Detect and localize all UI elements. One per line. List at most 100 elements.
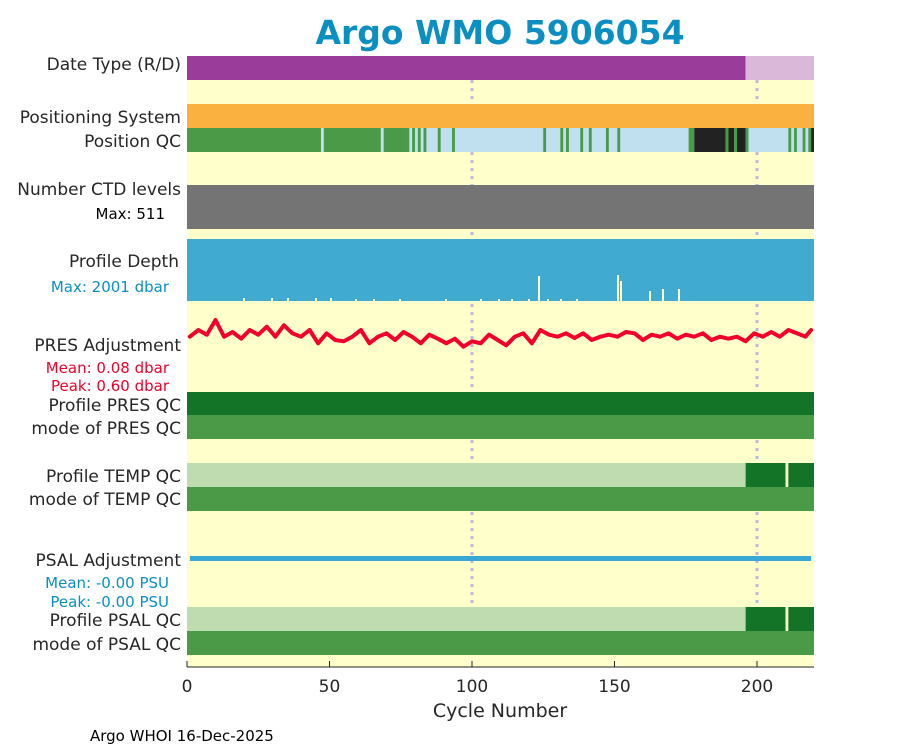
position-qc-segment-9 <box>543 128 547 152</box>
psal-adjustment-line <box>189 556 812 561</box>
depth-notch-0 <box>243 298 245 301</box>
x-tick-label-150: 150 <box>598 677 630 697</box>
x-axis-label: Cycle Number <box>433 700 567 722</box>
label-pres-mean: Mean: 0.08 dbar <box>46 359 170 377</box>
depth-notch-4 <box>330 298 332 301</box>
profile-pres-qc-band <box>187 392 814 415</box>
depth-notch-11 <box>511 299 513 301</box>
position-qc-segment-6 <box>423 128 427 152</box>
label-psal-mean: Mean: -0.00 PSU <box>45 574 169 592</box>
temp-qc-segment-2 <box>788 463 814 487</box>
profile-temp-qc-band <box>187 463 814 487</box>
depth-notch-deep-c <box>620 281 622 301</box>
label-profile-pres-qc: Profile PRES QC <box>48 396 181 416</box>
label-mode-pres-qc: mode of PRES QC <box>31 419 181 439</box>
temp-qc-segment-1 <box>745 463 786 487</box>
position-qc-segment-16 <box>688 128 695 152</box>
depth-notch-18 <box>678 289 680 301</box>
date-type-segment-0 <box>187 56 746 80</box>
ctd-levels-band <box>187 185 814 229</box>
label-ctd-levels: Number CTD levels <box>17 180 181 200</box>
label-positioning-system: Positioning System <box>20 108 181 128</box>
mode-pres-qc-band <box>187 415 814 439</box>
label-psal-adjustment: PSAL Adjustment <box>36 551 182 571</box>
label-mode-psal-qc: mode of PSAL QC <box>32 635 181 655</box>
x-tick-label-100: 100 <box>456 677 488 697</box>
date-type-segment-1 <box>745 56 814 80</box>
label-pres-peak: Peak: 0.60 dbar <box>51 377 170 395</box>
depth-notch-6 <box>373 299 375 301</box>
label-pres-adjustment: PRES Adjustment <box>34 336 181 356</box>
depth-notch-12 <box>528 299 530 301</box>
label-profile-temp-qc: Profile TEMP QC <box>46 467 181 487</box>
x-tick-label-200: 200 <box>741 677 773 697</box>
position-qc-segment-3 <box>406 128 410 152</box>
position-qc-segment-23 <box>788 128 792 152</box>
label-ctd-max: Max: 511 <box>96 205 165 223</box>
x-axis-ticks: 0 50 100 150 200 <box>182 661 773 697</box>
chart-title: Argo WMO 5906054 <box>315 13 684 52</box>
label-mode-temp-qc: mode of TEMP QC <box>29 490 181 510</box>
profile-depth-band <box>187 239 814 301</box>
date-type-band <box>187 56 814 80</box>
depth-notch-deep-a <box>538 276 540 301</box>
position-qc-segment-25 <box>802 128 806 152</box>
profile-psal-qc-band <box>187 607 814 631</box>
depth-notch-7 <box>399 299 401 301</box>
depth-notch-9 <box>480 299 482 301</box>
position-qc-segment-27 <box>811 128 814 152</box>
position-qc-segment-10 <box>560 128 564 152</box>
position-qc-segment-2 <box>383 128 407 152</box>
depth-notch-17 <box>662 289 664 301</box>
label-profile-depth: Profile Depth <box>69 252 179 272</box>
position-qc-segment-7 <box>437 128 441 152</box>
depth-notch-1 <box>271 298 273 301</box>
position-qc-band <box>187 128 814 152</box>
plot-background <box>187 56 814 667</box>
label-date-type: Date Type (R/D) <box>47 55 181 75</box>
position-qc-segment-4 <box>412 128 415 152</box>
label-position-qc: Position QC <box>84 132 181 152</box>
label-psal-peak: Peak: -0.00 PSU <box>50 593 169 611</box>
position-qc-segment-14 <box>605 128 609 152</box>
position-qc-segment-0 <box>187 128 321 152</box>
psal-qc-segment-1 <box>745 607 786 631</box>
position-qc-segment-17 <box>694 128 726 152</box>
position-qc-segment-5 <box>417 128 421 152</box>
position-qc-segment-24 <box>794 128 797 152</box>
band-labels: Date Type (R/D) Positioning System Posit… <box>17 55 181 655</box>
pres-adjustment-line <box>187 318 814 349</box>
position-qc-segment-19 <box>728 128 735 152</box>
position-qc-segment-20 <box>734 128 738 152</box>
depth-notch-8 <box>445 299 447 301</box>
depth-notch-3 <box>315 298 317 301</box>
mode-temp-qc-band <box>187 487 814 511</box>
position-qc-segment-8 <box>452 128 455 152</box>
label-depth-max: Max: 2001 dbar <box>51 278 170 296</box>
temp-qc-segment-0 <box>187 463 746 487</box>
position-qc-segment-11 <box>566 128 569 152</box>
depth-notch-14 <box>560 299 562 301</box>
position-qc-segment-21 <box>737 128 746 152</box>
x-tick-label-0: 0 <box>182 677 193 697</box>
positioning-system-band <box>187 104 814 128</box>
profile-depth-notches <box>243 275 680 301</box>
position-qc-segment-26 <box>808 128 812 152</box>
x-tick-label-50: 50 <box>319 677 341 697</box>
depth-notch-15 <box>576 299 578 301</box>
mode-psal-qc-band <box>187 631 814 655</box>
footer-credit: Argo WHOI 16-Dec-2025 <box>90 727 274 745</box>
position-qc-segment-15 <box>617 128 621 152</box>
depth-notch-13 <box>547 299 549 301</box>
label-profile-psal-qc: Profile PSAL QC <box>50 611 181 631</box>
depth-notch-10 <box>498 299 500 301</box>
depth-notch-deep-b <box>617 275 619 301</box>
position-qc-segment-13 <box>588 128 592 152</box>
psal-qc-segment-0 <box>187 607 746 631</box>
depth-notch-5 <box>355 299 357 301</box>
depth-notch-16 <box>649 291 651 301</box>
position-qc-segment-18 <box>725 128 729 152</box>
psal-qc-segment-2 <box>788 607 814 631</box>
depth-notch-2 <box>287 298 289 301</box>
